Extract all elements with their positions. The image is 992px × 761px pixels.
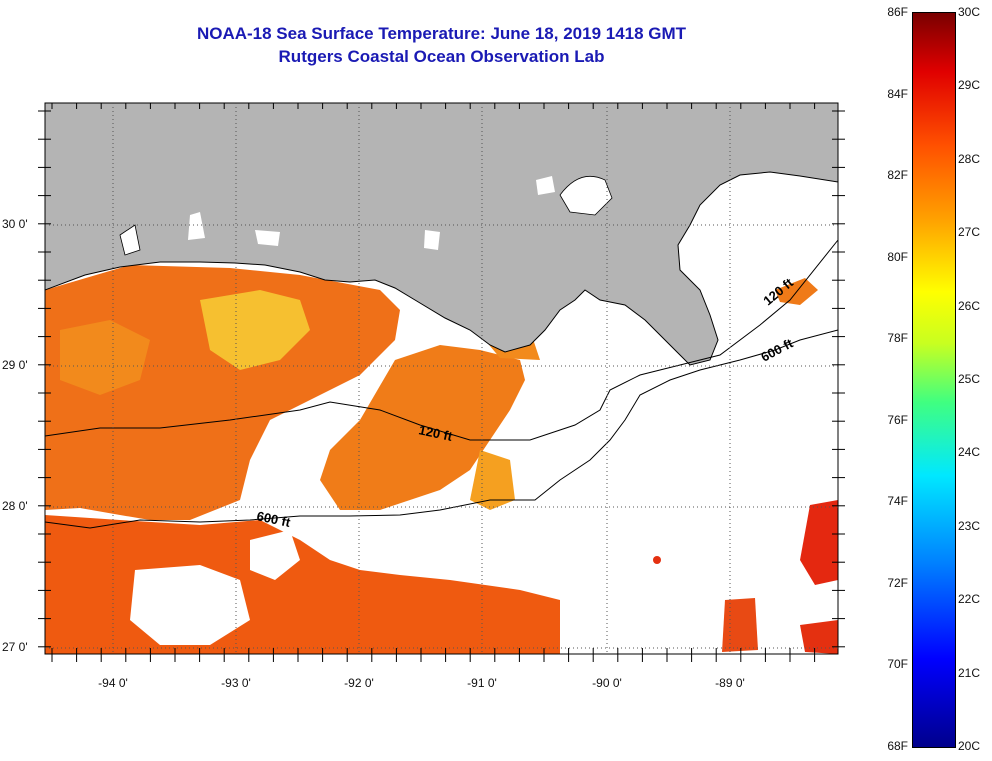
contour-label-600ft: 600 ft xyxy=(255,508,292,530)
colorbar-label-celsius: 22C xyxy=(958,592,981,607)
colorbar-label-fahrenheit: 72F xyxy=(887,575,908,590)
colorbar-label-fahrenheit: 78F xyxy=(887,331,908,346)
frame-ticks xyxy=(38,103,845,662)
lat-label: 27 0' xyxy=(2,640,28,654)
inland-lake xyxy=(255,230,280,246)
sst-warm-regions xyxy=(45,265,838,654)
colorbar-label-fahrenheit: 74F xyxy=(887,494,908,509)
map-title: NOAA-18 Sea Surface Temperature: June 18… xyxy=(196,24,687,43)
colorbar-label-celsius: 20C xyxy=(958,739,981,753)
colorbar-label-fahrenheit: 82F xyxy=(887,168,908,183)
colorbar-label-fahrenheit: 80F xyxy=(887,249,908,264)
contour-120ft xyxy=(45,239,838,441)
lon-label: -91 0' xyxy=(467,676,497,690)
temperature-colorbar xyxy=(912,12,956,748)
lon-label: -89 0' xyxy=(715,676,745,690)
lon-label: -93 0' xyxy=(221,676,251,690)
lon-label: -94 0' xyxy=(98,676,128,690)
map-subtitle: Rutgers Coastal Ocean Observation Lab xyxy=(278,47,605,66)
inland-lake xyxy=(188,212,205,240)
lat-label: 29 0' xyxy=(2,358,28,372)
lat-label: 28 0' xyxy=(2,499,28,513)
graticule xyxy=(45,103,838,654)
colorbar-label-celsius: 29C xyxy=(958,78,981,93)
contour-600ft xyxy=(45,329,838,529)
land-louisiana-texas xyxy=(45,103,838,366)
colorbar-label-celsius: 21C xyxy=(958,665,981,680)
lat-label: 30 0' xyxy=(2,217,28,231)
chandeleur-sound xyxy=(715,190,780,300)
colorbar-label-fahrenheit: 70F xyxy=(887,657,908,672)
map-frame xyxy=(44,102,839,655)
inland-lake xyxy=(536,176,555,195)
colorbar-label-celsius: 25C xyxy=(958,372,981,386)
sabine-lake xyxy=(119,224,141,256)
colorbar-label-fahrenheit: 76F xyxy=(887,412,908,427)
inland-lake xyxy=(424,230,440,250)
colorbar-label-celsius: 30C xyxy=(958,5,981,19)
colorbar-label-celsius: 28C xyxy=(958,151,981,166)
colorbar-label-fahrenheit: 84F xyxy=(887,86,908,101)
lon-label: -92 0' xyxy=(344,676,374,690)
colorbar-label-celsius: 26C xyxy=(958,298,981,313)
lon-label: -90 0' xyxy=(592,676,622,690)
contour-label-120ft: 120 ft xyxy=(417,422,454,444)
colorbar-label-fahrenheit: 86F xyxy=(887,5,908,19)
colorbar-label-celsius: 23C xyxy=(958,518,981,533)
colorbar-label-fahrenheit: 68F xyxy=(887,739,908,753)
colorbar-label-celsius: 24C xyxy=(958,445,981,460)
lake-pontchartrain xyxy=(559,176,613,216)
colorbar-label-celsius: 27C xyxy=(958,225,981,240)
